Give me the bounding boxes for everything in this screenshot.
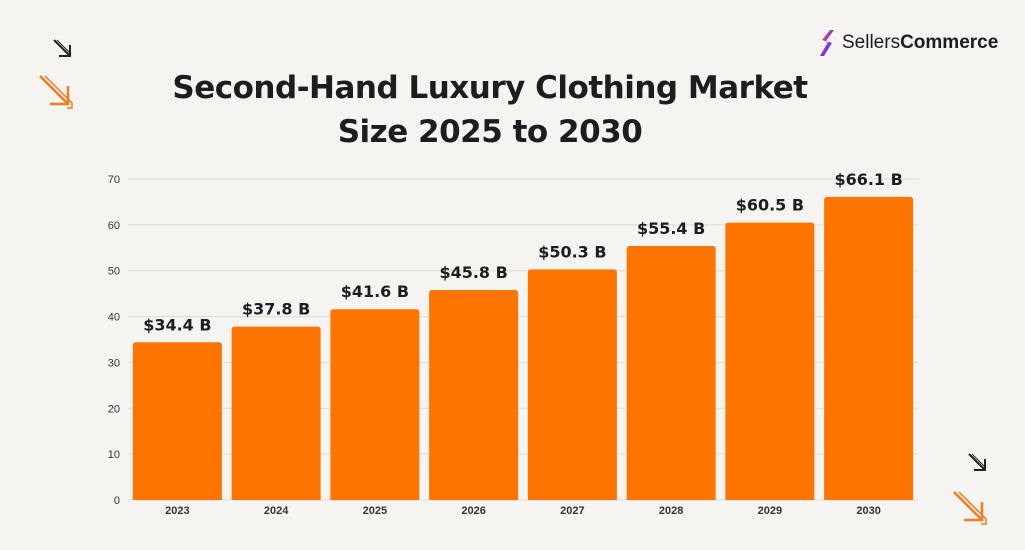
data-label: $66.1 B <box>834 170 902 189</box>
brand-name-light: Sellers <box>842 32 901 53</box>
y-tick-label: 10 <box>108 449 120 461</box>
brand-name-bold: Commerce <box>900 32 999 53</box>
data-label: $55.4 B <box>637 219 705 238</box>
y-tick-label: 20 <box>108 403 120 415</box>
page-title: Second-Hand Luxury Clothing Market Size … <box>150 66 830 154</box>
x-tick-label: 2023 <box>165 505 189 517</box>
brand-name: SellersCommerce <box>842 32 998 54</box>
bar-2030 <box>824 196 914 501</box>
bar-2026 <box>429 289 519 500</box>
title-line-1: Second-Hand Luxury Clothing Market <box>172 70 808 106</box>
bar-2028 <box>626 245 716 500</box>
arrow-down-right-icon <box>968 453 987 471</box>
x-tick-label: 2027 <box>560 505 584 517</box>
y-tick-label: 40 <box>108 312 120 324</box>
y-tick-label: 50 <box>108 266 120 278</box>
y-tick-label: 60 <box>108 220 120 232</box>
data-label: $41.6 B <box>341 282 409 301</box>
data-label: $45.8 B <box>439 263 507 282</box>
y-tick-label: 30 <box>108 357 120 369</box>
x-tick-label: 2025 <box>363 505 387 517</box>
y-tick-label: 0 <box>114 495 120 507</box>
data-label: $37.8 B <box>242 300 310 319</box>
data-label: $50.3 B <box>538 242 606 261</box>
arrow-down-right-icon <box>53 39 72 57</box>
brand-logo: SellersCommerce <box>814 28 998 58</box>
x-tick-label: 2029 <box>758 505 782 517</box>
sellerscommerce-logo-icon <box>820 30 834 56</box>
bar-2025 <box>330 309 420 500</box>
x-tick-label: 2028 <box>659 505 683 517</box>
bar-2029 <box>725 222 815 501</box>
bar-2023 <box>132 342 222 500</box>
title-line-2: Size 2025 to 2030 <box>337 114 643 150</box>
data-label: $60.5 B <box>736 196 804 215</box>
x-tick-label: 2024 <box>264 505 289 517</box>
x-tick-label: 2026 <box>461 505 485 517</box>
arrow-down-right-outline-icon <box>953 491 987 525</box>
x-tick-label: 2030 <box>856 505 880 517</box>
bar-2024 <box>231 326 321 500</box>
bar-2027 <box>527 269 617 500</box>
data-label: $34.4 B <box>143 315 211 334</box>
arrow-down-right-outline-icon <box>39 75 73 109</box>
y-tick-label: 70 <box>108 174 120 186</box>
